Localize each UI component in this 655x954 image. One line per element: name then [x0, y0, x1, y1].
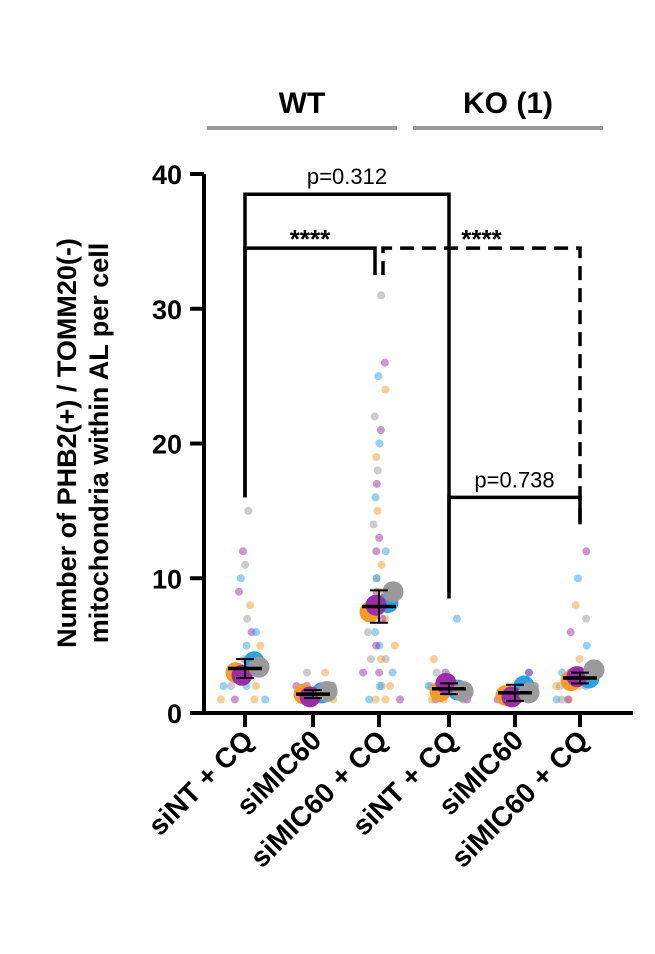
cell-dot [242, 641, 251, 650]
comparison-bracket [381, 246, 582, 525]
cell-dot [376, 426, 385, 435]
cell-dot [236, 574, 245, 583]
cell-dot [582, 547, 591, 556]
cell-dot [243, 614, 252, 623]
cell-dot [359, 668, 368, 677]
cell-dot [250, 695, 259, 704]
cell-dot [432, 668, 441, 677]
cell-dot [371, 695, 380, 704]
cell-dot [395, 695, 404, 704]
cell-dot [452, 614, 461, 623]
cell-dot [321, 668, 330, 677]
cell-dot [571, 601, 580, 610]
cell-dot [429, 655, 438, 664]
cell-dot [375, 533, 384, 542]
replicate-mean-dot [382, 581, 404, 603]
group-label: KO (1) [463, 87, 553, 120]
comparison-label: **** [290, 224, 331, 254]
cell-dot [381, 547, 390, 556]
cell-dot [378, 614, 387, 623]
cell-dot [377, 560, 386, 569]
cell-dot [390, 641, 399, 650]
cell-dot [524, 668, 533, 677]
cell-dot [244, 506, 253, 515]
cell-dot [252, 682, 261, 691]
cell-dot [261, 695, 270, 704]
cell-dot [363, 628, 372, 637]
comparison-label: p=0.312 [307, 164, 387, 189]
cell-dot [375, 668, 384, 677]
group-headers: WT KO (1) [207, 87, 603, 130]
y-axis-title-line-2: mitochondria within AL per cell [84, 243, 114, 644]
cell-dot [230, 695, 239, 704]
replicate-mean-dot [583, 659, 605, 681]
cell-dot [552, 682, 561, 691]
cell-dot [375, 682, 384, 691]
y-axis-title-line-1: Number of PHB2(+) / TOMM20(-) [52, 238, 82, 648]
cell-dot [372, 641, 381, 650]
y-axis-title: Number of PHB2(+) / TOMM20(-) mitochondr… [52, 238, 114, 648]
cell-dot [388, 668, 397, 677]
cell-dot [371, 493, 380, 502]
comparison-label: **** [461, 224, 502, 254]
cell-dot [375, 439, 384, 448]
y-tick-label: 0 [167, 699, 182, 729]
replicate-mean-dot [316, 680, 338, 702]
cell-dot [366, 655, 375, 664]
cell-dot [256, 641, 265, 650]
cell-dot [573, 574, 582, 583]
cell-dot [217, 695, 226, 704]
cell-dot [373, 466, 382, 475]
comparison-bracket [447, 495, 582, 592]
replicate-means [225, 581, 605, 708]
cell-dot [557, 695, 566, 704]
cell-dot [381, 655, 390, 664]
replicate-mean-dot [452, 680, 474, 702]
cell-dot [219, 682, 228, 691]
cell-dot [372, 452, 381, 461]
cell-dot [380, 358, 389, 367]
x-tick-label: siNT + CQ [142, 724, 259, 841]
y-ticks: 0 10 20 30 40 [152, 160, 204, 729]
cell-dot [575, 655, 584, 664]
cell-dot [241, 560, 250, 569]
cell-dot [372, 479, 381, 488]
y-tick-label: 30 [152, 295, 182, 325]
cell-dot [374, 372, 383, 381]
y-tick-label: 10 [152, 564, 182, 594]
group-label: WT [279, 87, 326, 120]
cell-dot [234, 587, 243, 596]
cell-dot [227, 682, 236, 691]
cell-dot [252, 628, 261, 637]
y-tick-label: 20 [152, 430, 182, 460]
cell-dot [238, 547, 247, 556]
cell-dot [371, 628, 380, 637]
cell-dot [246, 601, 255, 610]
y-tick-label: 40 [152, 160, 182, 190]
cell-dot [372, 574, 381, 583]
replicate-mean-dot [299, 686, 321, 708]
comparison-bracket [243, 246, 377, 498]
cell-dot [372, 547, 381, 556]
cell-dot [377, 291, 386, 300]
cell-dot [582, 614, 591, 623]
comparison-bracket [243, 192, 451, 599]
cell-dot [303, 668, 312, 677]
cell-dot [370, 412, 379, 421]
cell-dot [381, 695, 390, 704]
cell-dot [563, 695, 572, 704]
mean-sem-bars [228, 589, 597, 702]
comparison-label: p=0.738 [474, 467, 554, 492]
cell-dot [365, 695, 374, 704]
comparison-brackets: p=0.312 **** **** p=0.738 [243, 164, 582, 599]
cell-dot [381, 385, 390, 394]
cell-dot [386, 682, 395, 691]
cell-dot [373, 506, 382, 515]
cell-dot [582, 641, 591, 650]
cell-dot [369, 520, 378, 529]
cell-dot [566, 628, 575, 637]
